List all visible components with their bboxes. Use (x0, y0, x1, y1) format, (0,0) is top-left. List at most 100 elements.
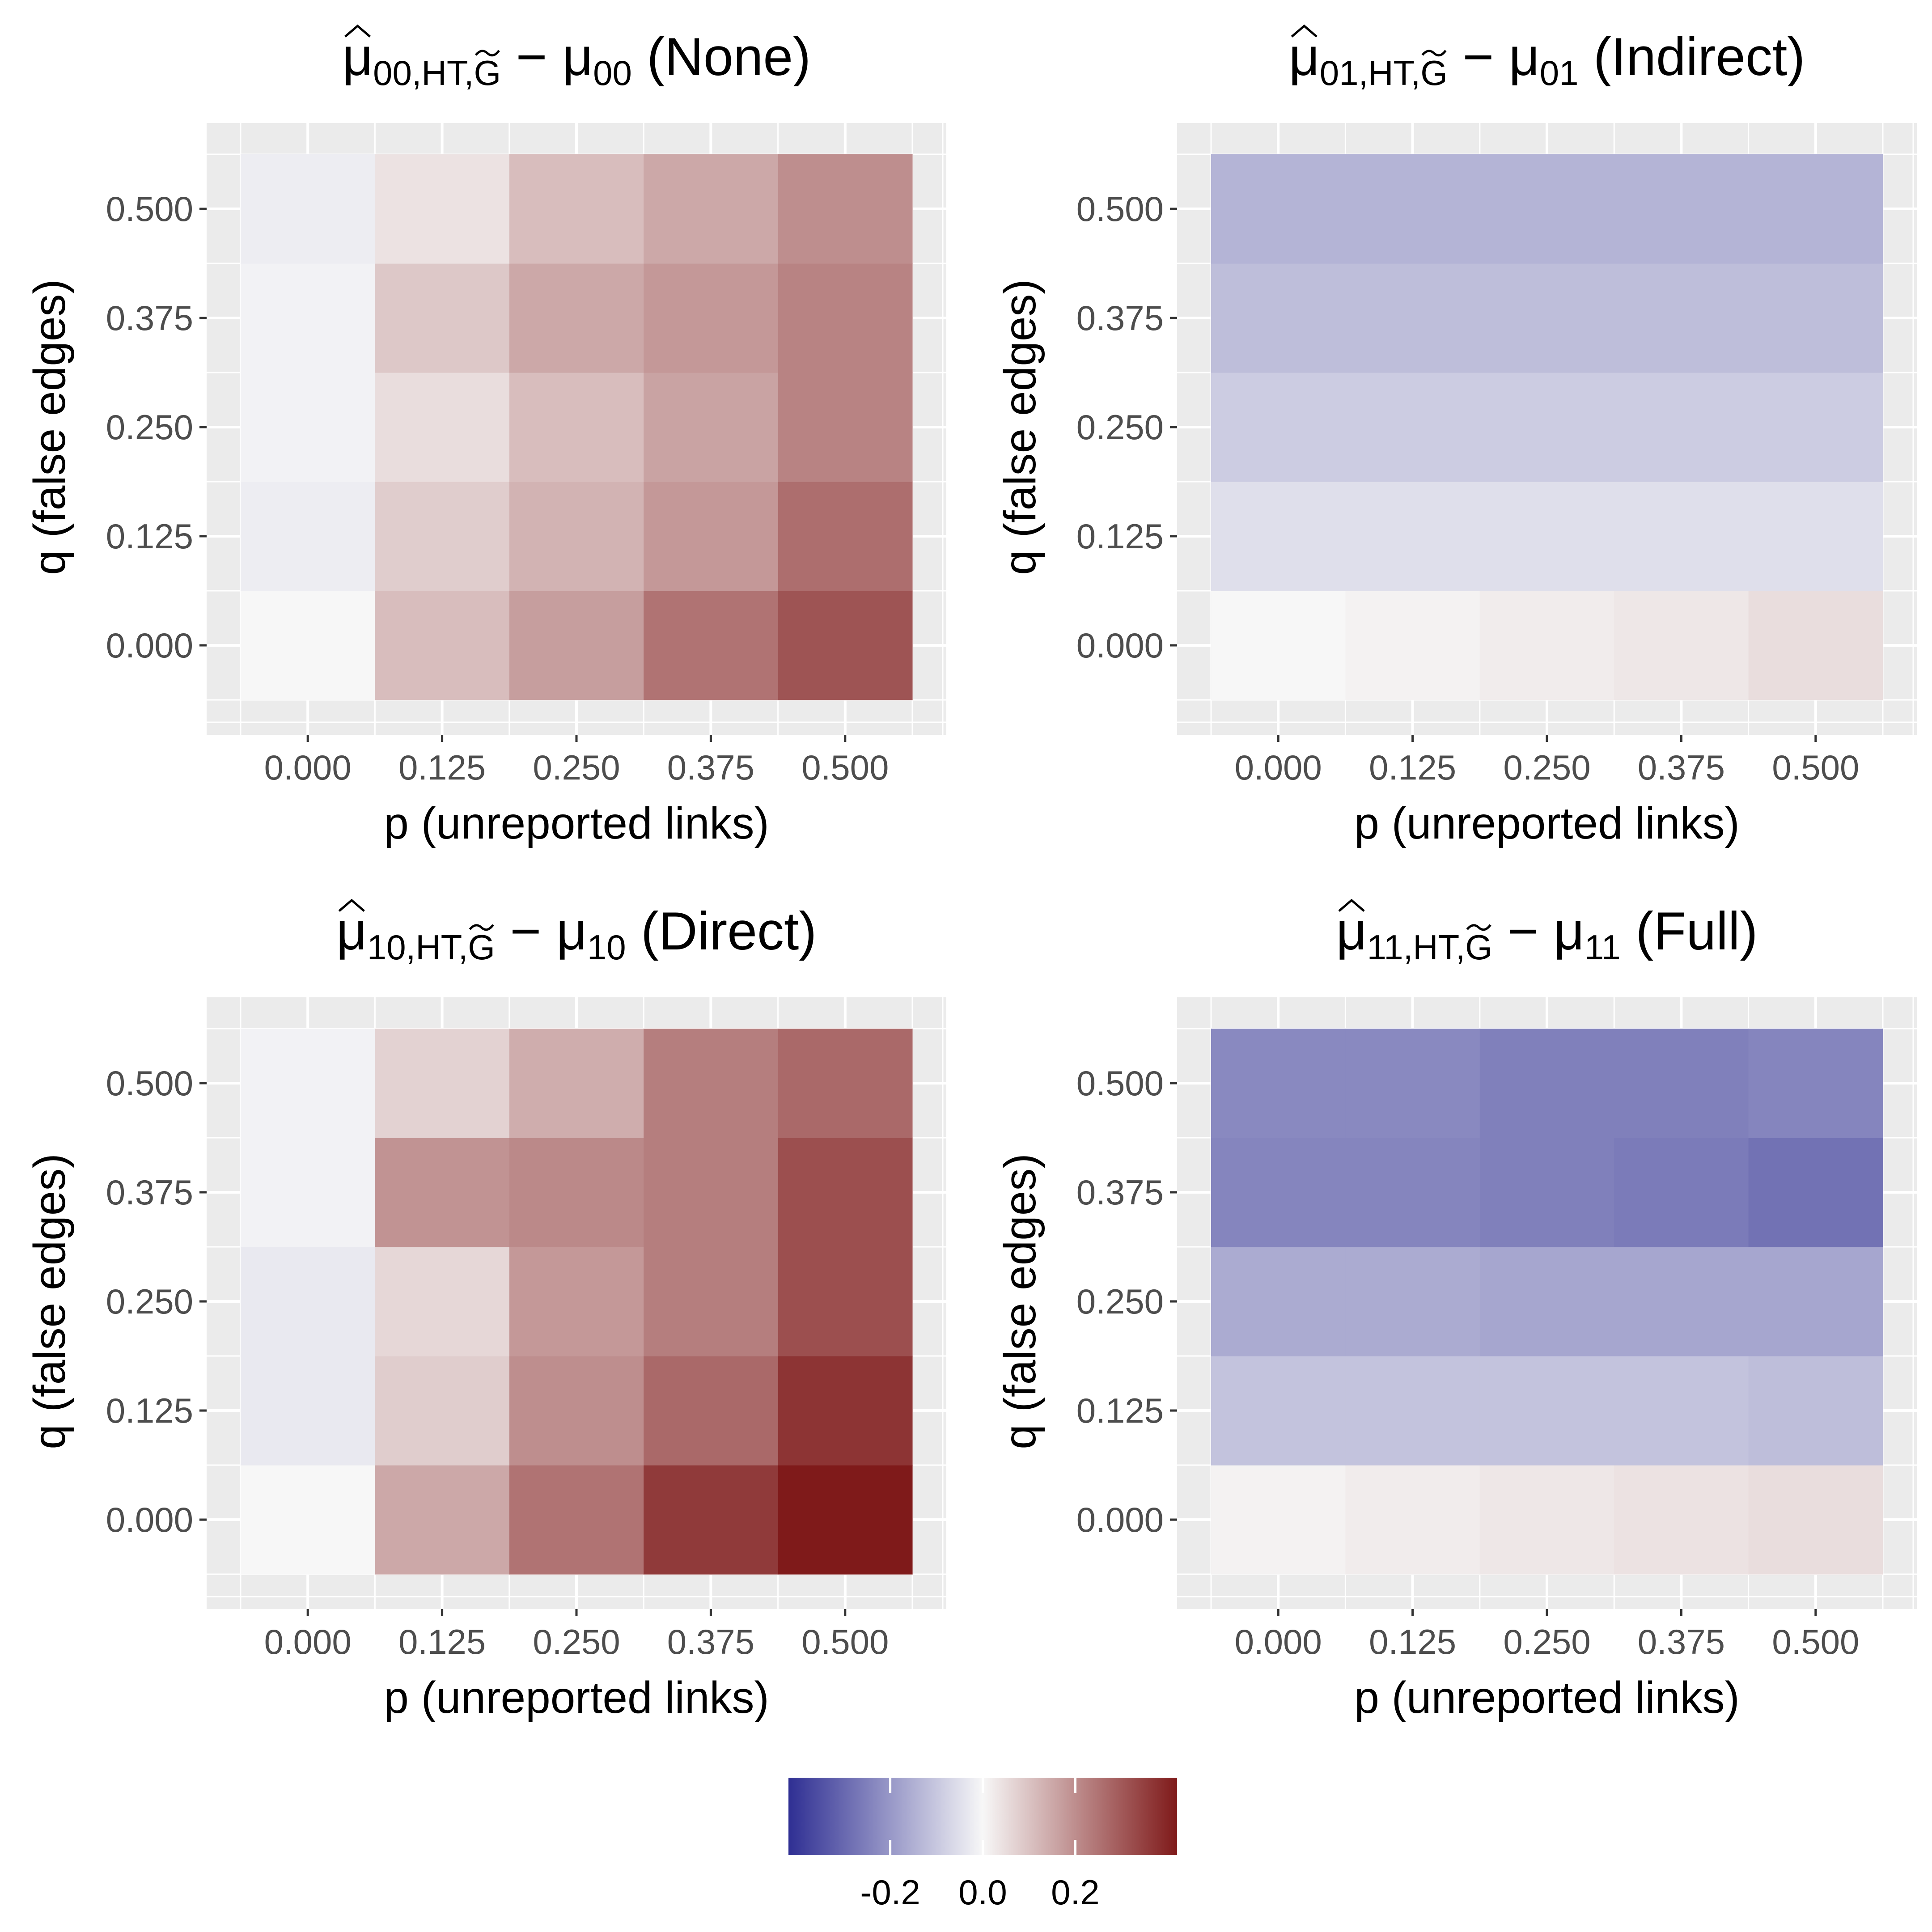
heatmap-tile (1211, 591, 1346, 700)
y-tick-label: 0.250 (1076, 1282, 1164, 1321)
heatmap-tile (1211, 1465, 1346, 1575)
heatmap-tile (1345, 373, 1480, 482)
heatmap-tile (375, 1247, 510, 1356)
heatmap-tile (241, 373, 375, 482)
heatmap-tile (509, 263, 644, 373)
heatmap-tile (778, 1138, 913, 1247)
heatmap-tile (1748, 154, 1883, 264)
heatmap-tile (375, 154, 510, 264)
heatmap-tile (1748, 1465, 1883, 1575)
heatmap-tile (778, 1465, 913, 1575)
heatmap-tile (1479, 482, 1614, 591)
heatmap-tile (509, 154, 644, 264)
title-minus: − (495, 901, 556, 961)
heatmap-tile (644, 1247, 779, 1356)
title-hat-symbol: μ (336, 901, 367, 961)
heatmap-tile (241, 1029, 375, 1138)
heatmap-tile (241, 482, 375, 591)
title-mu-subscript: 11 (1585, 928, 1621, 967)
heatmap-tile (1479, 591, 1614, 700)
heatmap-tile (1479, 263, 1614, 373)
heatmap-tile (1748, 591, 1883, 700)
heatmap-tile (1345, 1138, 1480, 1247)
heatmap-tile (644, 1029, 779, 1138)
heatmap-tile (1614, 591, 1749, 700)
heatmap-tile (644, 1356, 779, 1466)
y-tick-label: 0.000 (106, 626, 193, 665)
title-minus: − (501, 27, 562, 87)
y-tick-label: 0.375 (106, 1173, 193, 1212)
heatmap-tile (241, 591, 375, 700)
heatmap-tile (1748, 373, 1883, 482)
colorbar-legend: -0.2 0.0 0.2 (788, 1778, 1177, 1912)
heatmap-tile (1211, 1247, 1346, 1356)
heatmap-tile (509, 1465, 644, 1575)
y-tick-label: 0.000 (1076, 1500, 1164, 1539)
colorbar-tick-label: 0.2 (1051, 1873, 1099, 1912)
x-tick-label: 0.000 (1235, 1622, 1322, 1661)
heatmap-tile (509, 1247, 644, 1356)
heatmap-tile (241, 263, 375, 373)
x-tick-label: 0.500 (801, 748, 889, 787)
title-label: (Direct) (626, 901, 817, 961)
x-tick-label: 0.375 (667, 748, 754, 787)
heatmap-tile (778, 482, 913, 591)
x-tick-label: 0.125 (398, 1622, 486, 1661)
y-axis-title: q (false edges) (25, 1153, 75, 1449)
heatmap-tile (375, 263, 510, 373)
title-hat-subscript: 01,HT, (1320, 53, 1420, 93)
title-label: (None) (632, 27, 811, 87)
heatmap-tile (1345, 482, 1480, 591)
heatmap-tile (241, 154, 375, 264)
y-tick-label: 0.250 (1076, 407, 1164, 447)
title-hat-mark (1291, 24, 1318, 38)
y-axis-title: q (false edges) (995, 1153, 1045, 1449)
title-hat-symbol: μ (1336, 901, 1367, 961)
panel-3: 0.000 0.125 0.250 0.375 0.500 0.000 0.125 0.250… (25, 898, 946, 1723)
heatmap-tile (1748, 1138, 1883, 1247)
title-mu-symbol: μ (1554, 901, 1585, 961)
x-tick-label: 0.500 (801, 1622, 889, 1661)
heatmap-tile (375, 482, 510, 591)
heatmap-tile (778, 1247, 913, 1356)
x-tick-label: 0.000 (264, 1622, 352, 1661)
heatmap-tile (778, 373, 913, 482)
y-axis-title: q (false edges) (995, 279, 1045, 575)
x-tick-label: 0.000 (264, 748, 352, 787)
heatmap-tile (1211, 482, 1346, 591)
y-tick-label: 0.500 (106, 1063, 193, 1103)
y-tick-label: 0.500 (1076, 1063, 1164, 1103)
heatmap-tile (509, 482, 644, 591)
heatmap-tile (1614, 263, 1749, 373)
heatmap-tile (778, 1029, 913, 1138)
heatmap-tile (241, 1138, 375, 1247)
heatmap-tile (1345, 591, 1480, 700)
heatmap-tile (509, 1138, 644, 1247)
x-tick-label: 0.500 (1772, 1622, 1859, 1661)
heatmap-tile (1345, 1247, 1480, 1356)
heatmap-tile (644, 482, 779, 591)
heatmap-tile (1748, 482, 1883, 591)
y-tick-label: 0.500 (106, 189, 193, 229)
x-tick-label: 0.125 (398, 748, 486, 787)
x-axis-title: p (unreported links) (384, 1673, 769, 1723)
heatmap-tile (1479, 1247, 1614, 1356)
y-tick-label: 0.125 (1076, 517, 1164, 556)
title-mu-subscript: 10 (587, 928, 626, 967)
panel-title: μ11,HT,G − μ11 (Full) (1336, 901, 1758, 967)
colorbar-tick-label: 0.0 (958, 1873, 1007, 1912)
title-minus: − (1492, 901, 1554, 961)
y-tick-label: 0.500 (1076, 189, 1164, 229)
heatmap-tile (1479, 1356, 1614, 1466)
heatmap-tile (1479, 373, 1614, 482)
title-g-symbol: G (1420, 53, 1448, 93)
heatmap-tile (1614, 1138, 1749, 1247)
x-tick-label: 0.500 (1772, 748, 1859, 787)
y-tick-label: 0.375 (1076, 1173, 1164, 1212)
heatmap-tile (1211, 1356, 1346, 1466)
panel-1: 0.000 0.125 0.250 0.375 0.500 0.000 0.125 0.250… (25, 24, 946, 848)
y-tick-label: 0.375 (1076, 298, 1164, 338)
heatmap-tile (644, 373, 779, 482)
heatmap-tile (241, 1247, 375, 1356)
title-g-symbol: G (1465, 928, 1492, 967)
